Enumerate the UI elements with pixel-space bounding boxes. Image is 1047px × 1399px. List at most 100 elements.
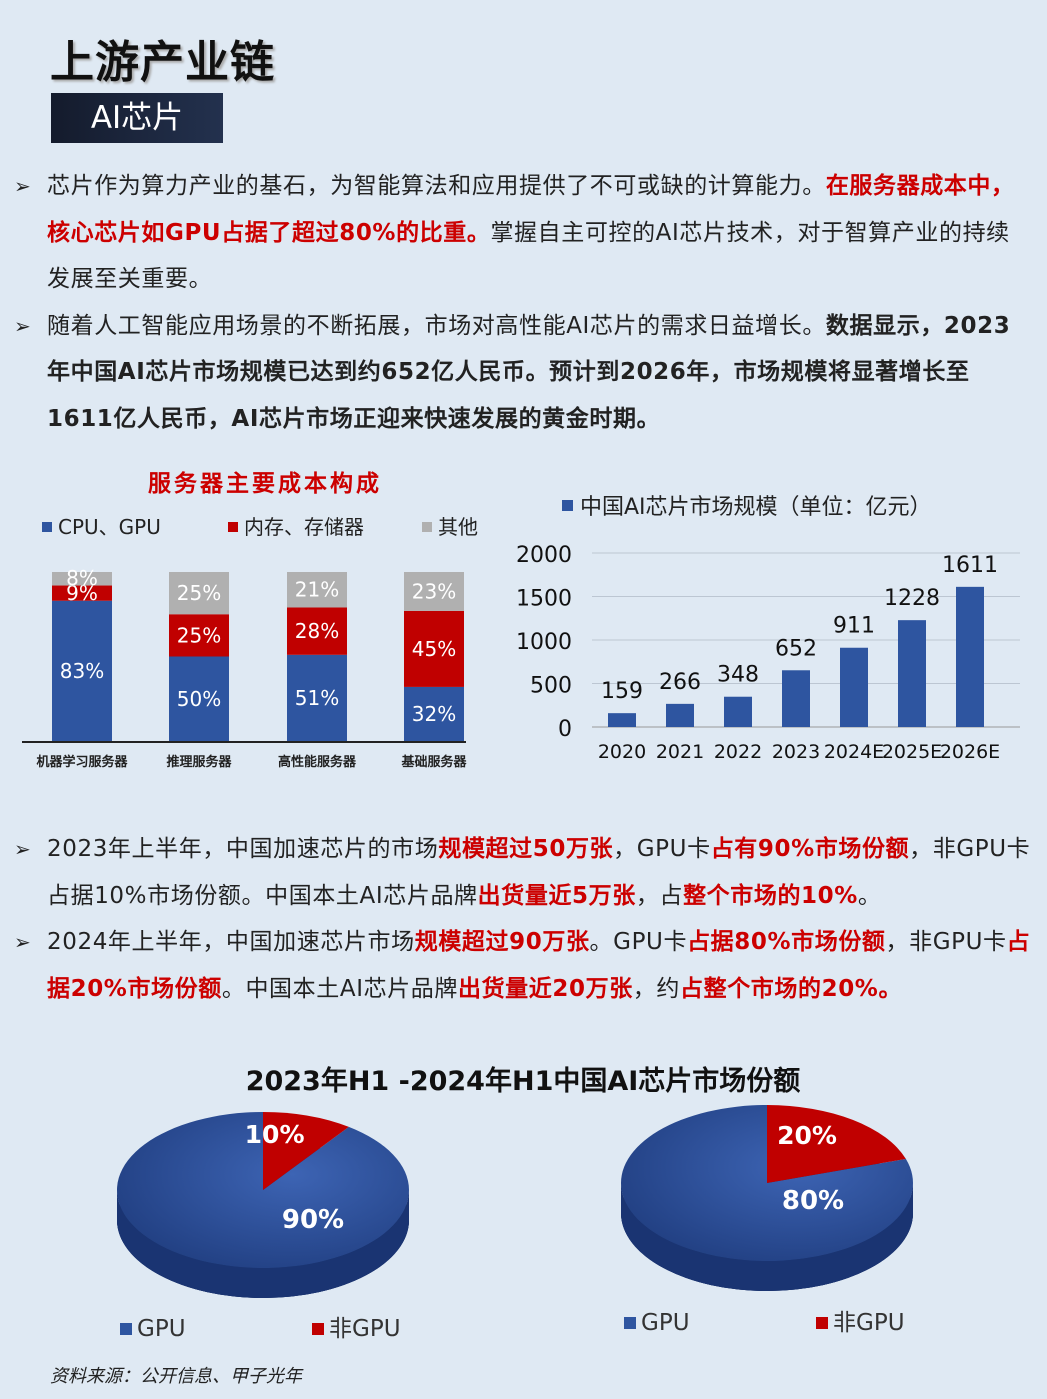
category-label: 2023 xyxy=(772,741,820,763)
data-label: 21% xyxy=(295,578,339,602)
pie-label: 10% xyxy=(245,1120,305,1149)
data-label: 1228 xyxy=(884,586,940,611)
category-label: 2022 xyxy=(714,741,762,763)
bullet-text-segment: 出货量近20万张 xyxy=(457,975,633,1002)
pie-slice-non-gpu xyxy=(263,1112,349,1190)
data-label: 1611 xyxy=(942,553,998,578)
bullet-text-segment: 占据20%市场份额 xyxy=(47,929,1031,1002)
page-title: 上游产业链 xyxy=(50,37,275,88)
category-label: 2024E xyxy=(824,741,884,763)
bullet-text-segment: ，约 xyxy=(632,975,680,1002)
bar-segment xyxy=(169,614,229,657)
bar xyxy=(840,647,868,727)
bullet-text-segment: 随着人工智能应用场景的不断拓展，市场对高性能AI芯片的需求日益增长。 xyxy=(47,312,826,339)
legend-label: 中国AI芯片市场规模（单位：亿元） xyxy=(580,495,932,520)
legend-swatch xyxy=(816,1317,828,1329)
bar xyxy=(956,586,984,727)
y-tick-label: 1500 xyxy=(516,587,572,612)
bar-segment xyxy=(287,572,347,608)
category-label: 2020 xyxy=(598,741,646,763)
bar-segment xyxy=(52,600,112,741)
bullet-text-segment: 2023年上半年，中国加速芯片的市场 xyxy=(47,836,439,862)
y-tick-label: 1000 xyxy=(516,630,572,655)
bullet-text-segment: 芯片作为算力产业的基石，为智能算法和应用提供了不可或缺的计算能力。 xyxy=(47,173,826,199)
data-label: 25% xyxy=(177,581,221,605)
legend-swatch xyxy=(562,500,573,511)
bullet-paragraph: ➢ 2023年上半年，中国加速芯片的市场规模超过50万张，GPU卡占有90%市场份… xyxy=(0,826,1047,919)
pie-chart-title: 2023年H1 -2024年H1中国AI芯片市场份额 xyxy=(246,1065,801,1097)
bullet-text-segment: 整个市场的10% xyxy=(683,882,858,909)
pie-label: 20% xyxy=(777,1121,837,1150)
arrow-bullet-icon: ➢ xyxy=(14,313,32,338)
chart-title: 服务器主要成本构成 xyxy=(148,470,382,497)
bar-segment xyxy=(169,656,229,741)
data-label: 50% xyxy=(177,687,221,711)
market-share-pie-charts: 2023年H1 -2024年H1中国AI芯片市场份额 10% 90% GPU 非GPU 2… xyxy=(117,1065,914,1342)
bar-segment xyxy=(404,610,464,687)
pie-side-wall xyxy=(117,1190,409,1298)
bar xyxy=(782,670,810,727)
bullet-text-segment: 占据80%市场份额 xyxy=(687,929,886,955)
data-label: 28% xyxy=(295,619,339,643)
legend-swatch xyxy=(422,522,432,532)
category-label: 基础服务器 xyxy=(400,754,467,770)
data-label: 652 xyxy=(775,636,817,661)
section-badge: AI芯片 xyxy=(51,93,223,143)
category-label: 2026E xyxy=(940,741,1000,763)
bullet-text-segment: ，非GPU卡 xyxy=(885,929,1007,955)
bar xyxy=(608,713,636,727)
legend-label: 内存、存储器 xyxy=(244,515,364,539)
bar xyxy=(898,620,926,727)
category-label: 2025E xyxy=(882,741,942,763)
arrow-bullet-icon: ➢ xyxy=(14,837,32,861)
legend-label: CPU、GPU xyxy=(58,515,161,539)
data-label: 159 xyxy=(601,679,643,704)
data-label: 911 xyxy=(833,614,875,639)
y-tick-label: 2000 xyxy=(516,543,572,568)
legend-label: 非GPU xyxy=(329,1316,401,1342)
bullet-text-segment: ，占 xyxy=(635,882,684,909)
bullet-text-segment: 占有90%市场份额 xyxy=(710,836,910,862)
data-label: 45% xyxy=(412,637,456,661)
legend-swatch xyxy=(120,1323,132,1335)
market-size-chart: 中国AI芯片市场规模（单位：亿元） 0 500 1000 1500 2000 159 2020… xyxy=(516,495,1020,763)
bar-segment xyxy=(287,654,347,741)
bullet-text-segment: 出货量近5万张 xyxy=(477,882,636,909)
bullet-list-top: ➢ 芯片作为算力产业的基石，为智能算法和应用提供了不可或缺的计算能力。在服务器成本… xyxy=(0,163,1047,442)
bullet-text-segment: 2024年上半年，中国加速芯片市场 xyxy=(47,929,415,955)
data-label: 348 xyxy=(717,663,759,688)
legend-swatch xyxy=(312,1323,324,1335)
arrow-bullet-icon: ➢ xyxy=(14,174,32,198)
bar xyxy=(666,703,694,727)
pie-slice-non-gpu xyxy=(767,1105,906,1183)
bullet-text-segment: 规模超过90万张 xyxy=(414,929,590,955)
bar-segment xyxy=(404,572,464,611)
y-tick-label: 0 xyxy=(558,717,572,742)
category-label: 推理服务器 xyxy=(166,754,232,770)
data-label: 51% xyxy=(295,686,339,710)
data-label: 83% xyxy=(60,659,104,683)
bullet-text-segment: ，GPU卡 xyxy=(613,836,711,862)
bullet-text-segment: 占整个市场的20%。 xyxy=(680,975,903,1002)
bar xyxy=(724,696,752,727)
legend-label: 非GPU xyxy=(833,1310,905,1336)
data-label: 25% xyxy=(177,623,221,647)
data-label: 8% xyxy=(66,566,98,590)
data-label: 23% xyxy=(412,579,456,603)
bar-segment xyxy=(52,572,112,586)
data-label: 266 xyxy=(659,670,701,695)
pie-label: 90% xyxy=(282,1205,344,1235)
pie-side-wall xyxy=(621,1183,913,1291)
bar-segment xyxy=(169,572,229,615)
bar-segment xyxy=(287,607,347,655)
bullet-text-segment: 掌握自主可控的AI芯片技术，对于智算产业的持续发展至关重要。 xyxy=(47,219,1010,293)
bullet-text-segment: 在服务器成本中，核心芯片如GPU占据了超过80%的比重。 xyxy=(47,173,1015,246)
source-note: 资料来源：公开信息、甲子光年 xyxy=(50,1366,302,1387)
bullet-text-segment: 。中国本土AI芯片品牌 xyxy=(221,975,458,1002)
arrow-bullet-icon: ➢ xyxy=(14,930,32,954)
legend-swatch xyxy=(42,522,52,532)
bullet-paragraph: ➢ 随着人工智能应用场景的不断拓展，市场对高性能AI芯片的需求日益增长。数据显示，… xyxy=(0,303,1047,443)
legend-label: GPU xyxy=(641,1310,690,1336)
bullet-text-segment: 数据显示，2023年中国AI芯片市场规模已达到约652亿人民币。预计到2026年… xyxy=(47,312,1011,432)
